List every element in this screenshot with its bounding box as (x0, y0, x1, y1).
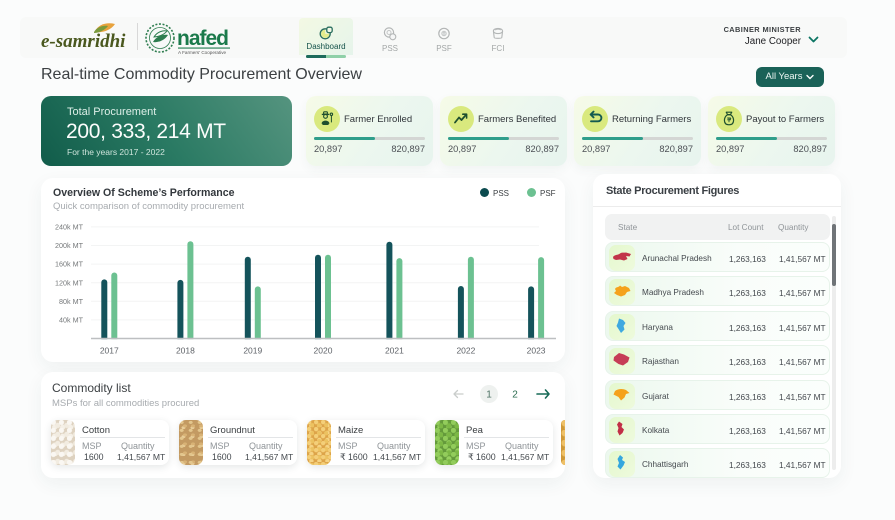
svg-text:2018: 2018 (176, 346, 195, 356)
svg-text:80k MT: 80k MT (59, 297, 84, 306)
svg-text:160k MT: 160k MT (55, 260, 84, 269)
svg-text:2020: 2020 (314, 346, 333, 356)
svg-text:A Farmers' Cooperative: A Farmers' Cooperative (178, 50, 227, 55)
svg-text:2017: 2017 (100, 346, 119, 356)
svg-text:2023: 2023 (527, 346, 546, 356)
svg-text:2022: 2022 (456, 346, 475, 356)
svg-text:e-samridhi: e-samridhi (41, 31, 126, 52)
svg-text:nafed: nafed (177, 27, 228, 50)
svg-text:2019: 2019 (243, 346, 262, 356)
svg-text:120k MT: 120k MT (55, 278, 84, 287)
svg-text:2: 2 (512, 390, 518, 401)
svg-text:40k MT: 40k MT (59, 316, 84, 325)
svg-text:200k MT: 200k MT (55, 241, 84, 250)
svg-text:240k MT: 240k MT (55, 223, 84, 232)
svg-text:1: 1 (486, 390, 492, 401)
svg-text:2021: 2021 (385, 346, 404, 356)
